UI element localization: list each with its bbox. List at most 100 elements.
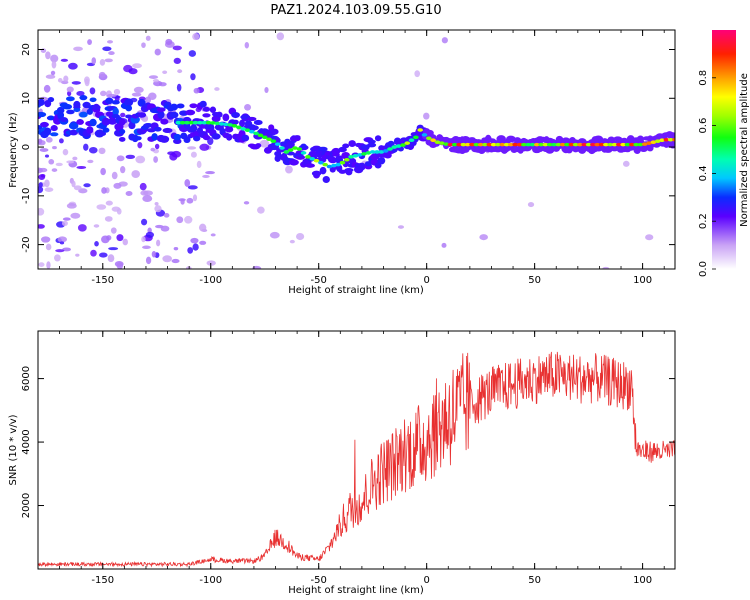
spectrogram-cell [76, 119, 84, 125]
spectrogram-cell [141, 218, 148, 226]
spectrogram-cell [45, 137, 53, 143]
spectrogram-cell [188, 50, 197, 57]
spectrogram-ridge-cell [309, 156, 316, 161]
spectrogram-cell [66, 160, 75, 164]
spectrogram-cell [338, 147, 347, 153]
spectrogram-cell [119, 128, 126, 135]
y-tick-label: 2000 [21, 493, 32, 518]
spectrogram-cell [305, 163, 315, 168]
spectrogram-cell [377, 156, 386, 165]
spectrogram-cell [52, 145, 57, 150]
snr-frame [37, 330, 676, 570]
spectrogram-ridge-cell [378, 150, 385, 154]
spectrogram-cell [93, 224, 100, 228]
spectrogram-cell [300, 143, 307, 149]
spectrogram-ridge-cell [214, 121, 221, 126]
spectrogram-ridge-cell [434, 140, 441, 144]
spectrogram-cell [62, 217, 71, 221]
spectrogram-cell [38, 186, 44, 194]
spectrogram-cell [187, 185, 198, 190]
spectrogram-cell [154, 201, 159, 206]
spectrogram-ridge-cell [542, 142, 549, 147]
spectrogram-cell [367, 139, 376, 144]
spectrogram-cell [122, 238, 128, 246]
spectrogram-cell [83, 183, 91, 188]
spectrogram-cell [151, 250, 157, 258]
spectrogram-cell [141, 42, 146, 48]
spectrogram-ridge-cell [577, 142, 583, 147]
spectrogram-cell [162, 127, 173, 134]
spectrogram-ridge-cell [620, 142, 626, 147]
spectrogram-ridge-cell [305, 155, 311, 159]
spectrogram-cell [199, 240, 207, 245]
spectrogram-ridge-cell [352, 154, 359, 158]
spectrogram-ridge-cell [633, 142, 639, 147]
spectrogram-ridge-cell [473, 142, 480, 147]
spectrogram-cell [441, 242, 447, 248]
spectrogram-cell [192, 194, 198, 202]
spectrogram-cell [232, 119, 239, 125]
spectrogram-ridge-cell [490, 142, 497, 147]
spectrogram-cell [520, 137, 528, 144]
spectrogram-cell [76, 91, 85, 97]
spectrogram-cell [190, 151, 197, 158]
spectrogram-cell [222, 113, 230, 122]
spectrogram-cell [125, 154, 136, 159]
spectrogram-cell [145, 231, 155, 238]
spectrogram-cell [335, 155, 343, 160]
spectrogram-cell [214, 87, 220, 91]
colorbar: 0.0 0.2 0.4 0.6 0.8 Normalized spectral ampl… [698, 30, 750, 277]
spectrogram-ridge-cell [205, 120, 212, 125]
spectrogram-ridge-cell [210, 121, 216, 125]
spectrogram-cell [49, 132, 59, 137]
spectrogram-cell [132, 63, 142, 69]
spectrogram-cell [505, 135, 516, 143]
spectrogram-cell [622, 160, 630, 167]
spectrogram-ridge-cell [387, 147, 393, 151]
spectrogram-ridge-cell [538, 142, 544, 147]
spectrogram-cell [43, 84, 51, 93]
spectrogram-cell [116, 208, 122, 215]
spectrogram-cell [71, 180, 76, 188]
spectrogram-cell [342, 143, 350, 149]
spectrogram-cell [106, 93, 117, 98]
spectrogram-ridge-cell [663, 137, 670, 142]
spectrogram-cell [423, 112, 430, 120]
spectrogram-cell [189, 103, 198, 109]
spectrogram-cell [98, 147, 106, 155]
spectrogram-ridge-cell [227, 123, 233, 127]
spectrogram-ridge-cell [564, 142, 570, 147]
x-tick-label: -150 [91, 275, 114, 286]
spectrogram-cell [113, 88, 121, 95]
y-tick-label: 4000 [21, 429, 32, 454]
spectrogram-ridge-cell [408, 138, 415, 143]
spectrogram-cell [47, 115, 55, 121]
spectrogram-cell [104, 58, 113, 63]
spectrogram-cell [545, 145, 555, 154]
spectrogram-ridge-cell [348, 155, 354, 159]
spectrogram-cell [479, 234, 488, 241]
snr-x-axis-label: Height of straight line (km) [288, 585, 424, 596]
spectrogram-cell [289, 239, 295, 244]
spectrogram-cell [107, 40, 113, 44]
spectrogram-cell [137, 141, 143, 149]
spectrogram-cell [244, 104, 252, 111]
spectrogram-cell [91, 57, 97, 65]
spectrogram-cell [646, 144, 654, 152]
spectrogram-cell [89, 118, 97, 127]
spectrogram-ridge-cell [659, 138, 665, 143]
spectrogram-cell [153, 156, 158, 163]
spectrogram-cell [135, 155, 146, 164]
spectrogram-cell [102, 46, 112, 52]
spectrogram-ridge-cell [382, 149, 389, 153]
spectrogram-cell [241, 134, 250, 142]
colorbar-gradient [712, 30, 736, 269]
spectrogram-ridge-cell [356, 153, 363, 157]
spectrogram-ridge-cell [339, 160, 346, 165]
spectrogram-ridge-cell [516, 142, 523, 147]
spectrogram-cell [55, 162, 63, 167]
spectrogram-cell [55, 249, 65, 253]
spectrogram-cell [145, 35, 151, 41]
spectrogram-ridge-cell [192, 120, 199, 125]
